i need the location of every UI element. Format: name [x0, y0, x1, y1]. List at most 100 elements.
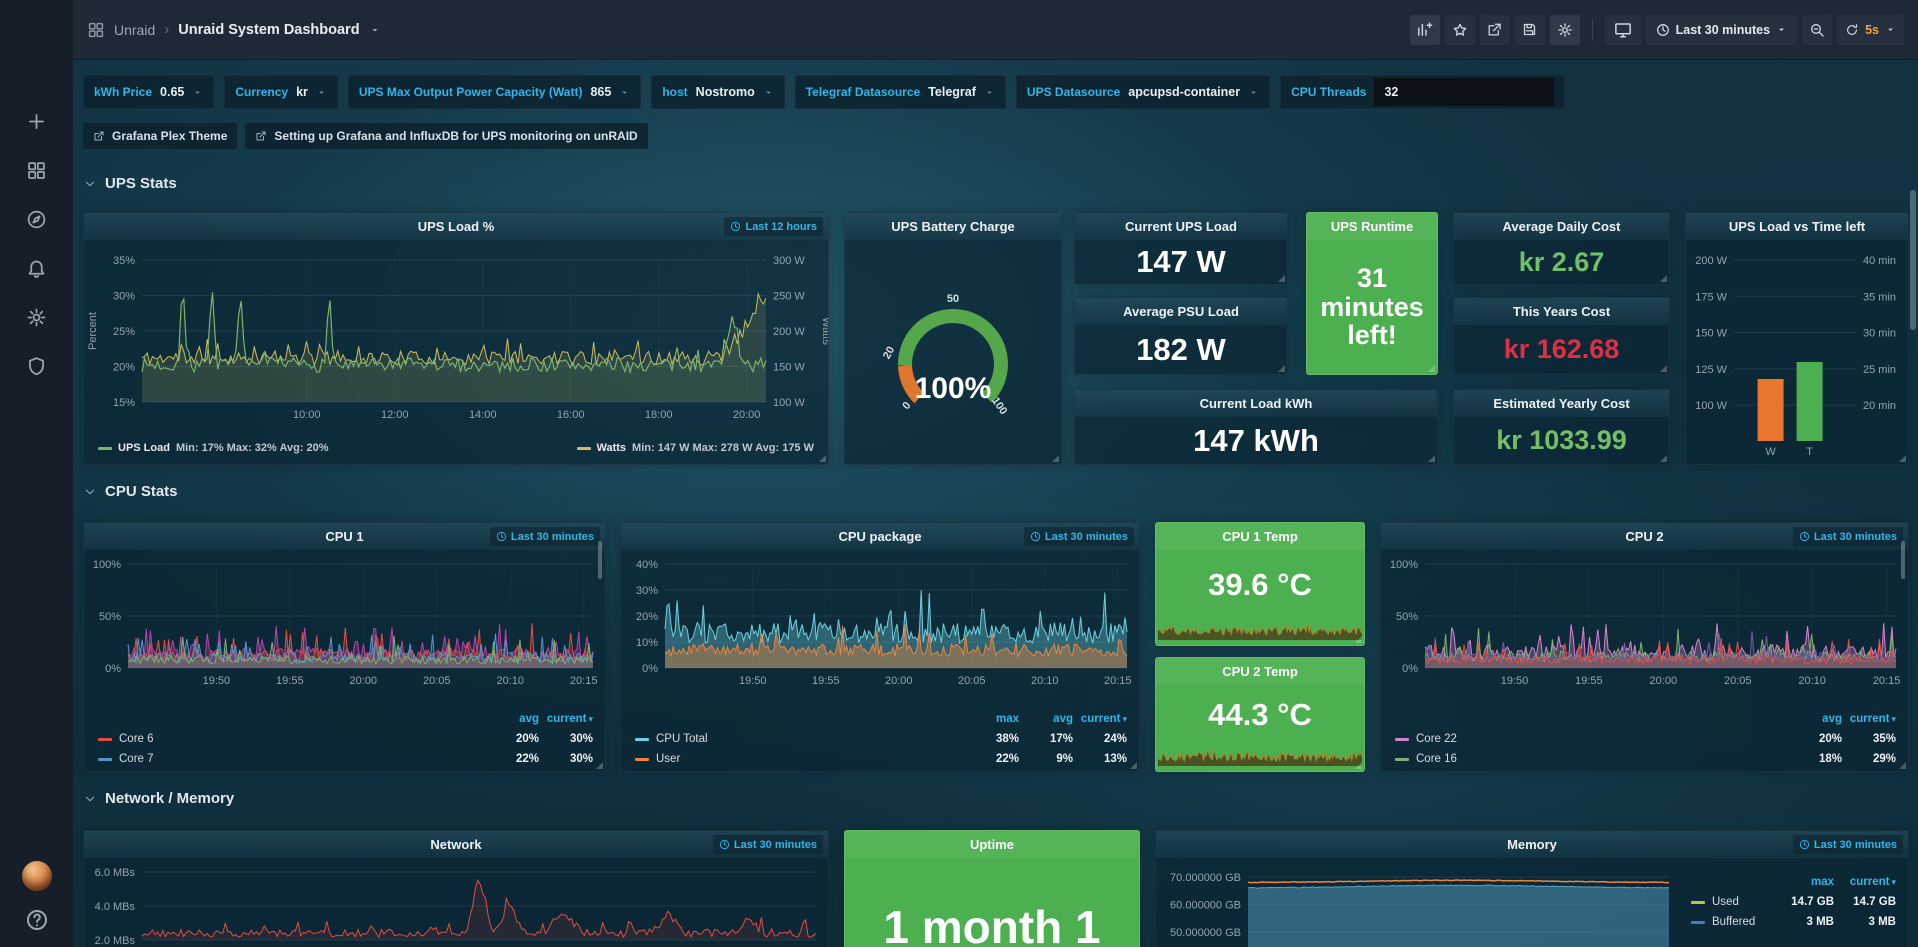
- section-cpu-stats[interactable]: CPU Stats: [83, 483, 178, 500]
- time-range-badge[interactable]: Last 30 minutes: [1023, 527, 1134, 546]
- ups-load-chart[interactable]: 35% 30% 25% 20% 15% 300 W 250 W 200 W 150 W 100 W…: [84, 240, 828, 436]
- grafana-logo[interactable]: [0, 0, 73, 59]
- share-dashboard-button[interactable]: [1479, 14, 1510, 45]
- panel-title[interactable]: Network: [430, 837, 482, 852]
- sidebar-item-server-admin[interactable]: [14, 346, 60, 386]
- legend-sort-current[interactable]: current: [539, 713, 593, 725]
- sidebar-item-configuration[interactable]: [14, 297, 60, 337]
- panel-title[interactable]: UPS Runtime: [1330, 219, 1414, 234]
- variable-value[interactable]: Nostromo: [695, 85, 755, 99]
- sidebar-item-alerting[interactable]: [14, 248, 60, 288]
- dashboard-link-setting-up-grafana-and-influxd[interactable]: Setting up Grafana and InfluxDB for UPS …: [245, 123, 648, 149]
- variable-value[interactable]: apcupsd-container: [1128, 85, 1241, 99]
- legend-sort-current[interactable]: current: [1842, 713, 1896, 725]
- panel-title[interactable]: UPS Battery Charge: [891, 219, 1015, 234]
- page-scrollbar[interactable]: [1910, 190, 1916, 330]
- star-dashboard-button[interactable]: [1444, 14, 1475, 45]
- legend-series-used[interactable]: Used 14.7 GB 14.7 GB: [1691, 892, 1896, 912]
- legend-series-core-6[interactable]: Core 6 20% 30%: [98, 729, 593, 749]
- panel-title[interactable]: CPU package: [838, 529, 922, 544]
- variable-value[interactable]: kr: [296, 85, 308, 99]
- sidebar-item-create[interactable]: [14, 101, 60, 141]
- time-picker-button[interactable]: Last 30 minutes: [1645, 14, 1798, 45]
- legend-scrollbar[interactable]: [598, 541, 602, 579]
- variable-kwh-price[interactable]: kWh Price 0.65: [83, 75, 215, 109]
- section-network-memory[interactable]: Network / Memory: [83, 790, 234, 807]
- panel-title[interactable]: Average Daily Cost: [1502, 219, 1621, 234]
- panel-title[interactable]: This Years Cost: [1512, 304, 1611, 319]
- legend-series-cpu-total[interactable]: CPU Total 38% 17% 24%: [635, 729, 1127, 749]
- panel-title[interactable]: CPU 1: [325, 529, 364, 544]
- battery-gauge[interactable]: 0 20 50 100 100%: [845, 240, 1061, 464]
- save-dashboard-button[interactable]: [1514, 14, 1545, 45]
- panel-title[interactable]: Current Load kWh: [1199, 396, 1313, 411]
- panel-title[interactable]: Current UPS Load: [1125, 219, 1237, 234]
- cpu-package-chart[interactable]: 40% 30% 20% 10% 0% 19:50 19:55 20:00 20:05 20:10 2…: [621, 550, 1139, 707]
- sidebar-item-explore[interactable]: [14, 199, 60, 239]
- breadcrumb-app[interactable]: Unraid: [114, 21, 156, 38]
- time-range-badge[interactable]: Last 30 minutes: [712, 835, 823, 854]
- help-button[interactable]: [24, 907, 50, 933]
- panel-title[interactable]: UPS Load %: [417, 219, 495, 234]
- variable-ups-max-output-power-capacity-watt[interactable]: UPS Max Output Power Capacity (Watt) 865: [347, 75, 642, 109]
- legend-sort-avg[interactable]: avg: [519, 713, 539, 725]
- variable-value[interactable]: 0.65: [160, 85, 185, 99]
- legend-series-core-7[interactable]: Core 7 22% 30%: [98, 749, 593, 769]
- legend-sort-current[interactable]: current: [1834, 876, 1896, 888]
- variable-cpu-threads[interactable]: CPU Threads 32: [1280, 75, 1566, 109]
- dashboard-settings-button[interactable]: [1549, 14, 1580, 45]
- variable-telegraf-datasource[interactable]: Telegraf Datasource Telegraf: [794, 75, 1006, 109]
- add-panel-button[interactable]: [1409, 14, 1440, 45]
- legend-sort-max[interactable]: max: [995, 713, 1019, 725]
- variable-value[interactable]: 865: [590, 85, 612, 99]
- network-chart[interactable]: 6.0 MBs 4.0 MBs 2.0 MBs: [84, 858, 828, 947]
- cpu2-chart[interactable]: 100% 50% 0% 19:50 19:55 20:00 20:05 20:10 20:15: [1381, 550, 1908, 707]
- legend-series-user[interactable]: User 22% 9% 13%: [635, 749, 1127, 769]
- legend-scrollbar[interactable]: [1901, 541, 1905, 579]
- time-range-badge[interactable]: Last 30 minutes: [1792, 527, 1903, 546]
- legend-series-core-16[interactable]: Core 16 18% 29%: [1395, 749, 1896, 769]
- breadcrumb-dashboard-title[interactable]: Unraid System Dashboard: [178, 21, 360, 38]
- panel-title[interactable]: Memory: [1507, 837, 1557, 852]
- variable-value[interactable]: Telegraf: [928, 85, 976, 99]
- user-avatar[interactable]: [21, 861, 52, 891]
- section-ups-stats[interactable]: UPS Stats: [83, 175, 177, 192]
- legend-series-buffered[interactable]: Buffered 3 MB 3 MB: [1691, 912, 1896, 932]
- panel-title[interactable]: Estimated Yearly Cost: [1493, 396, 1630, 411]
- panel-title[interactable]: UPS Load vs Time left: [1728, 219, 1866, 234]
- ups-load-vs-time-chart[interactable]: 200 W 175 W 150 W 125 W 100 W 40 min 35 min 30 …: [1686, 240, 1908, 464]
- legend-sort-avg[interactable]: avg: [1053, 713, 1073, 725]
- panel-title[interactable]: CPU 1 Temp: [1222, 529, 1298, 544]
- cycle-view-button[interactable]: [1604, 14, 1641, 45]
- legend-sort-avg[interactable]: avg: [1822, 713, 1842, 725]
- legend-sort-max[interactable]: max: [1810, 876, 1834, 888]
- panel-title[interactable]: Uptime: [969, 837, 1015, 852]
- legend-series-ups-load[interactable]: UPS Load Min: 17% Max: 32% Avg: 20%: [98, 442, 329, 454]
- memory-chart[interactable]: 70.000000 GB 60.000000 GB 50.000000 GB: [1156, 858, 1677, 947]
- variable-ups-datasource[interactable]: UPS Datasource apcupsd-container: [1015, 75, 1271, 109]
- svg-text:0%: 0%: [105, 663, 121, 675]
- series-color-swatch: [98, 737, 112, 741]
- svg-text:20: 20: [881, 345, 897, 361]
- zoom-out-button[interactable]: [1802, 14, 1833, 45]
- dashboard-link-grafana-plex-theme[interactable]: Grafana Plex Theme: [83, 123, 238, 149]
- series-color-swatch: [98, 757, 112, 761]
- time-range-badge[interactable]: Last 12 hours: [724, 217, 823, 236]
- legend-series-watts[interactable]: Watts Min: 147 W Max: 278 W Avg: 175 W: [576, 442, 814, 454]
- variable-currency[interactable]: Currency kr: [224, 75, 338, 109]
- panel-title[interactable]: CPU 2 Temp: [1222, 664, 1298, 679]
- variable-host[interactable]: host Nostromo: [651, 75, 785, 109]
- time-range-badge[interactable]: Last 30 minutes: [489, 527, 600, 546]
- panel-title[interactable]: Average PSU Load: [1123, 304, 1239, 319]
- time-range-badge[interactable]: Last 30 minutes: [1792, 835, 1903, 854]
- cpu1-chart[interactable]: 100% 50% 0% 19:50 19:55 20:00 20:05 20:10 20:15: [84, 550, 605, 707]
- variable-input[interactable]: 32: [1374, 78, 1555, 106]
- caret-down-icon[interactable]: [369, 24, 381, 36]
- sidebar-item-dashboards[interactable]: [14, 150, 60, 190]
- add-panel-icon: [1416, 21, 1433, 38]
- panel-title[interactable]: CPU 2: [1625, 529, 1664, 544]
- legend-sort-current[interactable]: current: [1073, 713, 1127, 725]
- legend-series-core-22[interactable]: Core 22 20% 35%: [1395, 729, 1896, 749]
- refresh-button[interactable]: 5s: [1837, 14, 1904, 45]
